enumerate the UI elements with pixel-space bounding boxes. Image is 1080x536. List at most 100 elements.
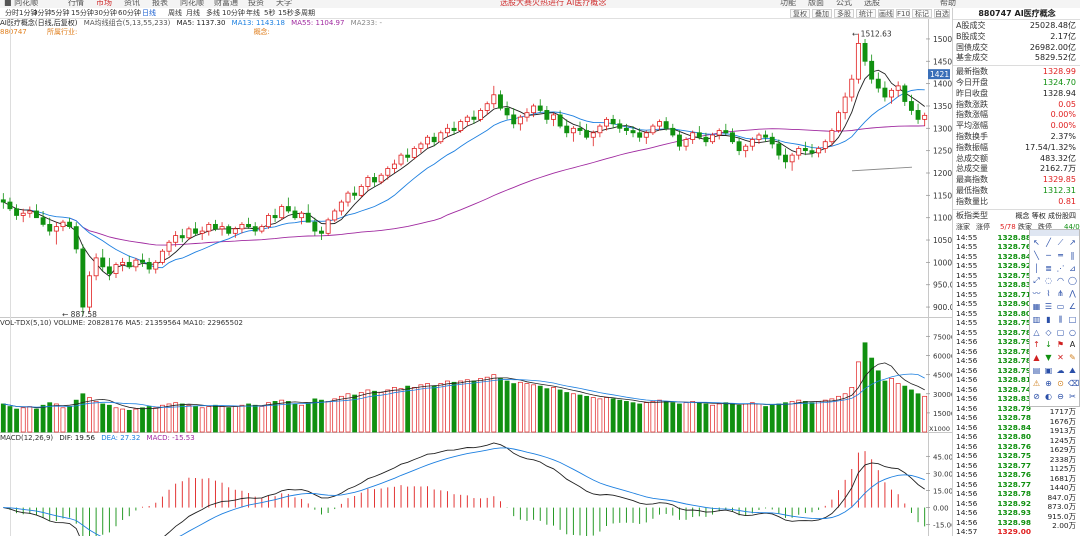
candle-body[interactable]	[0, 199, 6, 203]
candle-body[interactable]	[14, 208, 20, 216]
candle-body[interactable]	[690, 132, 696, 140]
candle-body[interactable]	[67, 221, 73, 228]
candle-body[interactable]	[822, 141, 828, 149]
eraser-icon[interactable]: ⌫	[1068, 378, 1080, 388]
candle-body[interactable]	[524, 112, 530, 118]
period-tab-5[interactable]: 30分钟	[94, 9, 117, 17]
candle-body[interactable]	[126, 261, 132, 268]
tri-icon[interactable]: △	[1033, 327, 1040, 337]
candle-body[interactable]	[842, 96, 848, 114]
candle-body[interactable]	[743, 145, 749, 152]
candle-body[interactable]	[186, 228, 192, 239]
candle-body[interactable]	[604, 118, 609, 127]
candle-body[interactable]	[451, 127, 457, 131]
candle-body[interactable]	[895, 85, 901, 91]
candle-body[interactable]	[657, 121, 662, 127]
tab-3[interactable]: 跌家	[1018, 222, 1032, 231]
hide-icon[interactable]: ⊖	[1057, 391, 1064, 401]
candle-body[interactable]	[564, 125, 570, 134]
candle-body[interactable]	[875, 78, 881, 89]
candle-body[interactable]	[650, 125, 656, 134]
flag-icon[interactable]: ⚑	[1056, 340, 1065, 350]
menu-item-help[interactable]: 帮助	[940, 0, 956, 7]
candle-body[interactable]	[776, 143, 782, 156]
candle-body[interactable]	[531, 105, 537, 114]
note-icon[interactable]: ✎	[1069, 353, 1076, 363]
diamond-icon[interactable]: ◇	[1045, 327, 1052, 337]
menu-item-formula[interactable]: 公式	[836, 0, 852, 7]
candle-body[interactable]	[643, 132, 649, 138]
candle-body[interactable]	[212, 223, 218, 230]
warn-icon[interactable]: ⚠	[1032, 378, 1041, 388]
period-tab-4[interactable]: 15分钟	[71, 9, 94, 17]
cloud-icon[interactable]: ☁	[1056, 366, 1065, 375]
period-tab-15[interactable]: 多周期	[294, 9, 315, 17]
menu-item-report[interactable]: 报表	[152, 0, 168, 7]
candle-body[interactable]	[219, 226, 225, 230]
candle-body[interactable]	[484, 103, 490, 111]
candle-body[interactable]	[34, 210, 39, 219]
menu-item-quote[interactable]: 行情	[68, 0, 84, 7]
candle-body[interactable]	[418, 143, 424, 149]
rect-icon[interactable]: ▢	[1056, 327, 1065, 337]
candle-body[interactable]	[637, 132, 643, 138]
pitchfork-icon[interactable]: ⋔	[1057, 289, 1064, 299]
candle-body[interactable]	[239, 223, 245, 230]
toolbar-button-6[interactable]: 标记	[912, 9, 932, 18]
ellipse-icon[interactable]: ◯	[1068, 276, 1077, 286]
candle-body[interactable]	[902, 85, 908, 102]
period-tab-1[interactable]: 1分钟	[19, 9, 38, 17]
line-icon[interactable]: ╱	[1046, 238, 1051, 247]
candle-body[interactable]	[87, 275, 92, 308]
candle-body[interactable]	[915, 110, 921, 120]
candle-body[interactable]	[385, 168, 391, 176]
candle-body[interactable]	[153, 261, 159, 270]
candle-body[interactable]	[908, 101, 914, 111]
fib-icon[interactable]: ≣	[1045, 263, 1052, 273]
candle-body[interactable]	[312, 221, 318, 232]
candle-body[interactable]	[319, 230, 324, 234]
candle-body[interactable]	[199, 230, 205, 234]
bars-icon[interactable]: ▥	[1032, 314, 1041, 324]
arrow-line-icon[interactable]: ↗	[1069, 238, 1076, 247]
candle-body[interactable]	[332, 210, 338, 221]
period-tab-14[interactable]: 15秒	[278, 9, 294, 17]
menu-item-pick[interactable]: 选股	[864, 0, 880, 7]
candle-body[interactable]	[584, 130, 590, 138]
candle-body[interactable]	[279, 206, 285, 219]
segment-icon[interactable]: ╲	[1034, 250, 1039, 260]
candle-body[interactable]	[166, 241, 172, 252]
candle-body[interactable]	[922, 114, 928, 120]
circle-icon[interactable]: ○	[1069, 327, 1076, 337]
candle-body[interactable]	[478, 110, 484, 120]
candle-body[interactable]	[173, 235, 179, 243]
candle-body[interactable]	[47, 223, 53, 232]
frame-icon[interactable]: ▣	[1044, 366, 1053, 375]
gann-icon[interactable]: ⊿	[1069, 263, 1076, 273]
candle-body[interactable]	[140, 259, 145, 263]
menu-item-ths[interactable]: 同花顺	[180, 0, 204, 7]
candle-body[interactable]	[816, 148, 822, 154]
candle-body[interactable]	[869, 60, 875, 80]
level-icon[interactable]: ☰	[1044, 302, 1053, 311]
candle-body[interactable]	[498, 94, 503, 109]
candle-body[interactable]	[305, 212, 311, 223]
candle-body[interactable]	[246, 223, 252, 228]
clear-icon[interactable]: ✂	[1069, 391, 1076, 401]
candle-body[interactable]	[763, 134, 769, 138]
drawing-tools-palette[interactable]: ↖ ╱ ⟋ ↗ ╲ ─ ═ ∥ │ ≣ ⋰ ⊿ ⤢ ◌ ◠ ◯ 〰 ⌇ ⋔ ⋀ ▦ ☰ ▭ ∠ ▥ ▮ ⫼ □ △ ◇ ▢ ○ ↑ ↓ ⚑ A ▲ ▼ ✕ ✎…	[1029, 229, 1080, 407]
candle-body[interactable]	[80, 248, 86, 308]
candle-body[interactable]	[206, 223, 212, 232]
candle-body[interactable]	[27, 210, 33, 214]
candle-body[interactable]	[829, 130, 835, 143]
candle-body[interactable]	[504, 107, 510, 116]
candle-body[interactable]	[855, 43, 861, 80]
mark-down-icon[interactable]: ▼	[1045, 353, 1052, 363]
candle-body[interactable]	[120, 261, 126, 266]
cycle-icon[interactable]: ◌	[1045, 276, 1052, 286]
candle-body[interactable]	[458, 121, 464, 131]
period-tab-10[interactable]: 多线	[206, 9, 220, 17]
candle-body[interactable]	[882, 87, 888, 98]
drawing-tools-header[interactable]	[1030, 230, 1079, 236]
tab-2[interactable]: 5/78	[1000, 222, 1016, 231]
